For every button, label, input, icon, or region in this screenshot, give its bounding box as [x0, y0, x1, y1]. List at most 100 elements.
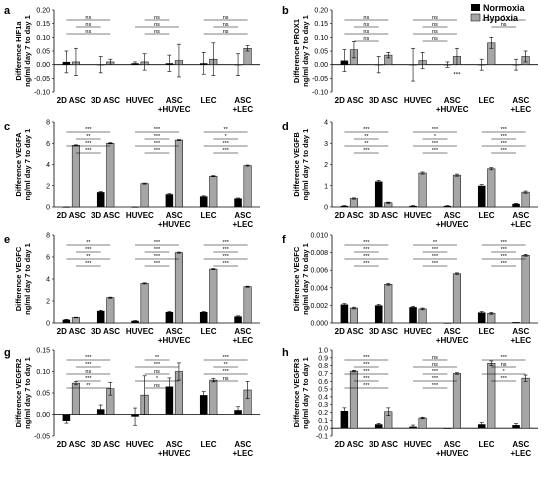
category-label: HUVEC [404, 211, 432, 220]
significance-label: *** [85, 127, 92, 133]
y-axis-label-line: Difference PROX1 [292, 19, 301, 83]
y-tick-label: 0.05 [36, 391, 50, 398]
significance-label: *** [363, 148, 370, 154]
bar-normoxia [131, 320, 139, 323]
significance-label: *** [432, 148, 439, 154]
significance-label: *** [154, 141, 161, 147]
category-label: LEC [201, 96, 217, 105]
significance-label: *** [85, 148, 92, 154]
category-label: +LEC [510, 220, 531, 229]
significance-label: * [225, 134, 228, 140]
panel-c: c Difference VEGFAng/ml day 7 to day 1 0 2 4… [4, 120, 260, 229]
significance-label: ** [86, 240, 91, 246]
y-tick-label: 3 [324, 141, 328, 148]
y-axis-label-line: ng/ml day 7 to day 1 [23, 15, 32, 87]
significance-label: ns [363, 15, 369, 21]
category-label: LEC [201, 440, 217, 449]
bar-hypoxia [106, 297, 115, 324]
category-label: +HUVEC [436, 220, 469, 229]
significance-label: *** [363, 254, 370, 260]
bar-normoxia [340, 304, 349, 323]
significance-label: *** [154, 240, 161, 246]
y-tick-label: 4 [46, 277, 50, 284]
y-tick-label: 0.20 [36, 8, 50, 15]
significance-label: *** [363, 240, 370, 246]
bar-normoxia [96, 192, 105, 207]
panel-letter: b [282, 5, 289, 17]
bar-normoxia [199, 395, 208, 415]
category-label: 3D ASC [91, 211, 120, 220]
y-axis-label-line: ng/ml day 7 to day 1 [301, 357, 310, 429]
significance-label: *** [85, 247, 92, 253]
significance-label: *** [222, 254, 229, 260]
y-axis-label-line: Difference VEGFB [292, 132, 301, 197]
bar-normoxia [409, 307, 417, 323]
significance-label: *** [154, 261, 161, 267]
y-tick-label: 0.004 [310, 285, 328, 292]
y-tick-label: 0.15 [314, 21, 328, 28]
category-label: HUVEC [126, 327, 154, 336]
y-tick-label: 0.7 [318, 371, 328, 378]
y-tick-label: 0.0 [318, 426, 328, 433]
significance-label: ns [501, 362, 507, 368]
significance-label: ns [154, 15, 160, 21]
significance-label: ns [154, 369, 160, 375]
bar-hypoxia [349, 370, 358, 429]
legend-swatch-hypoxia [470, 13, 481, 22]
bar-normoxia [477, 312, 486, 323]
significance-label: *** [500, 247, 507, 253]
y-tick-label: 8 [46, 120, 50, 127]
panel-letter: a [4, 5, 11, 17]
y-tick-label: 0.05 [314, 49, 328, 56]
y-axis-label-line: Difference VEGFR2 [14, 359, 23, 428]
bar-hypoxia [452, 174, 461, 208]
bar-normoxia [234, 198, 242, 207]
significance-label: *** [85, 261, 92, 267]
category-label: +HUVEC [436, 336, 469, 345]
y-tick-label: 0.006 [310, 268, 328, 275]
bar-normoxia [477, 424, 486, 429]
category-label: ASC [166, 327, 183, 336]
y-tick-label: 0 [46, 205, 50, 212]
y-axis-label: Difference HIF1ang/ml day 7 to day 1 [14, 15, 32, 87]
y-tick-label: 0.20 [314, 8, 328, 15]
y-tick-label: 8 [46, 233, 50, 240]
category-label: +HUVEC [158, 220, 191, 229]
category-label: LEC [201, 211, 217, 220]
y-tick-label: -0.05 [312, 76, 328, 83]
bar-hypoxia [71, 317, 80, 324]
significance-label: *** [363, 261, 370, 267]
significance-label: ** [364, 141, 369, 147]
category-label: LEC [479, 440, 495, 449]
bar-hypoxia [487, 168, 496, 208]
y-tick-label: 2 [46, 183, 50, 190]
bar-normoxia [477, 185, 486, 207]
y-axis-label-line: ng/ml day 7 to day 1 [23, 357, 32, 429]
bar-normoxia [165, 312, 174, 323]
bar-normoxia [96, 310, 105, 323]
significance-label: *** [222, 148, 229, 154]
category-label: HUVEC [404, 440, 432, 449]
significance-label: *** [500, 148, 507, 154]
bar-hypoxia [487, 313, 496, 324]
bar-hypoxia [418, 172, 427, 208]
significance-label: *** [500, 141, 507, 147]
y-tick-label: 0.00 [36, 62, 50, 69]
significance-label: *** [222, 240, 229, 246]
y-axis-label: Difference VEGFAng/ml day 7 to day 1 [14, 129, 32, 201]
significance-label: *** [432, 141, 439, 147]
significance-label: *** [85, 141, 92, 147]
significance-label: *** [154, 362, 161, 368]
significance-label: ns [363, 22, 369, 28]
category-label: ASC [512, 440, 529, 449]
category-label: 3D ASC [91, 96, 120, 105]
significance-label: *** [154, 134, 161, 140]
category-label: ASC [444, 440, 461, 449]
category-label: 3D ASC [91, 327, 120, 336]
significance-label: *** [154, 254, 161, 260]
y-tick-label: 0.9 [318, 355, 328, 362]
significance-label: * [434, 134, 437, 140]
category-label: +LEC [232, 336, 253, 345]
